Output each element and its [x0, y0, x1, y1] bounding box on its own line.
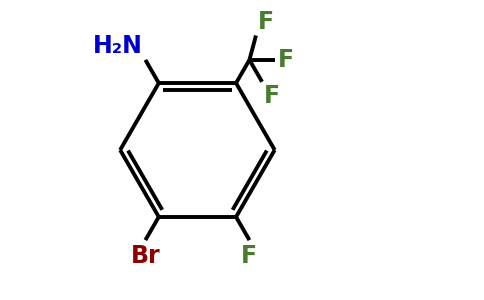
Text: F: F [242, 244, 257, 268]
Text: Br: Br [131, 244, 160, 268]
Text: F: F [278, 48, 294, 72]
Text: H₂N: H₂N [93, 34, 143, 58]
Text: F: F [264, 84, 280, 108]
Text: F: F [257, 10, 273, 34]
